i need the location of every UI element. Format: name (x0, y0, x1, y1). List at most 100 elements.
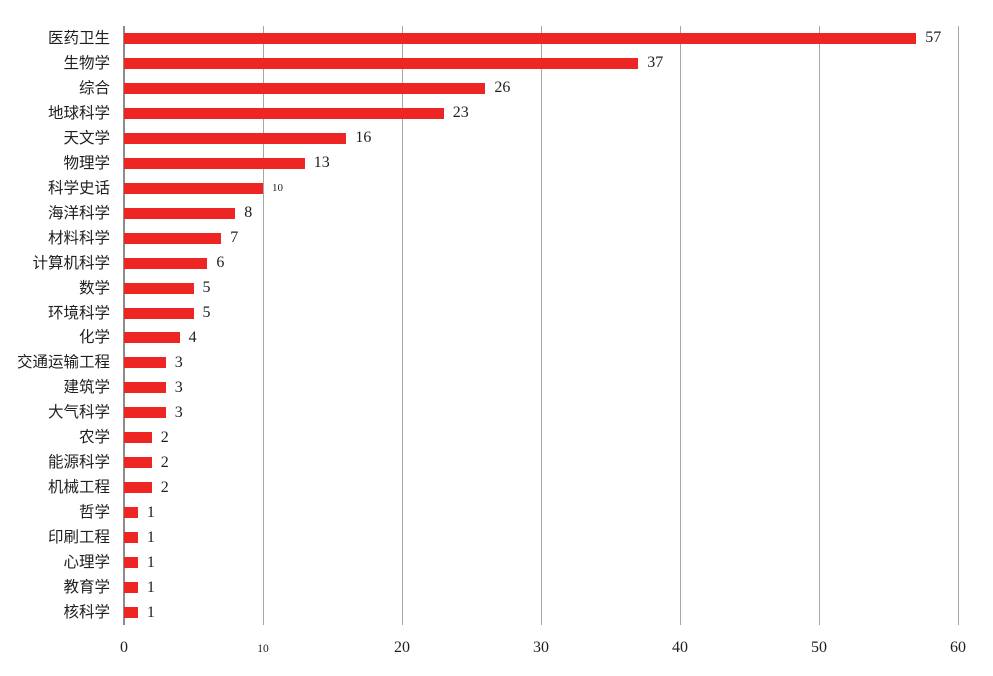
bar (124, 132, 347, 144)
x-tick-label: 60 (950, 639, 966, 656)
category-label: 大气科学 (47, 404, 110, 422)
chart-row: 4 (124, 326, 958, 351)
gridline (541, 26, 542, 625)
chart-row: 2 (124, 450, 958, 475)
category-label: 印刷工程 (47, 529, 110, 547)
category-label: 化学 (78, 329, 110, 347)
gridline (819, 26, 820, 625)
value-label: 57 (925, 29, 942, 47)
plot-area: 57 37 26 23 16 13 10 8 7 6 5 5 4 3 3 3 2 2 2 1 1 1 1 1 (123, 26, 959, 625)
value-label: 7 (230, 229, 239, 247)
category-label: 生物学 (63, 54, 110, 72)
value-label: 6 (216, 254, 225, 272)
chart-row: 1 (124, 525, 958, 550)
value-label: 5 (202, 304, 211, 321)
value-label: 1 (146, 528, 155, 546)
category-label: 交通运输工程 (16, 354, 110, 372)
chart-row: 1 (124, 600, 958, 625)
bar (124, 82, 486, 94)
bar (124, 232, 222, 244)
value-label: 1 (146, 503, 155, 521)
chart-row: 3 (124, 375, 958, 400)
value-label: 1 (146, 603, 155, 621)
value-label: 2 (160, 428, 169, 446)
chart-row: 5 (124, 301, 958, 326)
value-label: 3 (174, 353, 183, 371)
bar (124, 282, 194, 294)
value-label: 3 (174, 378, 183, 396)
bar (124, 32, 917, 44)
chart-row: 8 (124, 201, 958, 226)
category-label: 教育学 (63, 579, 110, 597)
bar (124, 507, 138, 519)
chart-row: 5 (124, 276, 958, 301)
value-label: 37 (647, 54, 664, 72)
value-label: 16 (355, 129, 372, 147)
bar (124, 432, 152, 444)
category-label: 计算机科学 (32, 254, 110, 272)
category-label: 核科学 (63, 604, 110, 622)
category-label: 材料科学 (47, 229, 110, 247)
gridline (958, 26, 959, 625)
x-tick-label: 50 (811, 639, 827, 656)
chart-row: 2 (124, 475, 958, 500)
bar (124, 582, 138, 594)
bar (124, 107, 444, 119)
value-label: 3 (174, 403, 183, 421)
category-label: 心理学 (63, 554, 110, 572)
bar (124, 532, 138, 544)
chart-row: 1 (124, 550, 958, 575)
category-axis: 医药卫生 生物学 综合 地球科学 天文学 物理学 科学史话 海洋科学 材料科学 计算机科学 数学 环境… (0, 26, 110, 625)
chart-row: 3 (124, 350, 958, 375)
category-label: 建筑学 (63, 379, 110, 397)
chart-row: 10 (124, 176, 958, 201)
chart-row: 3 (124, 400, 958, 425)
bar (124, 182, 263, 194)
chart-row: 57 (124, 26, 958, 51)
bar (124, 557, 138, 569)
bar (124, 207, 236, 219)
value-label: 23 (452, 104, 469, 122)
value-label: 1 (146, 578, 155, 596)
category-label: 能源科学 (47, 454, 110, 472)
y-axis-line (123, 26, 125, 625)
chart-row: 37 (124, 51, 958, 76)
category-label: 科学史话 (47, 179, 110, 197)
x-tick-label: 10 (257, 643, 269, 655)
value-label: 26 (494, 79, 511, 97)
chart-row: 7 (124, 226, 958, 251)
bar (124, 607, 138, 618)
value-label: 4 (188, 328, 197, 346)
value-label: 13 (313, 154, 330, 172)
value-label: 2 (160, 453, 169, 471)
bar (124, 307, 194, 319)
value-label: 8 (244, 204, 253, 222)
bar (124, 482, 152, 494)
category-label: 医药卫生 (47, 29, 110, 47)
gridline (263, 26, 264, 625)
x-tick-label: 30 (533, 639, 549, 656)
gridline (402, 26, 403, 625)
bar (124, 257, 208, 269)
value-label: 2 (160, 478, 169, 496)
x-tick-label: 40 (672, 639, 688, 656)
category-label: 物理学 (63, 154, 110, 172)
category-label: 环境科学 (47, 304, 110, 322)
category-label: 哲学 (78, 504, 110, 522)
bar (124, 357, 166, 369)
bar (124, 407, 166, 419)
chart-row: 6 (124, 251, 958, 276)
category-label: 农学 (78, 429, 110, 447)
bar (124, 382, 166, 394)
category-label: 天文学 (63, 129, 110, 147)
category-label: 数学 (78, 279, 110, 297)
chart-row: 26 (124, 76, 958, 101)
x-tick-label: 0 (120, 639, 128, 656)
value-label: 10 (272, 181, 283, 194)
x-axis: 0 10 20 30 40 50 60 (0, 640, 993, 664)
category-label: 综合 (78, 79, 110, 97)
value-label: 1 (146, 553, 155, 571)
chart-row: 2 (124, 425, 958, 450)
value-label: 5 (202, 279, 211, 297)
bar (124, 332, 180, 344)
